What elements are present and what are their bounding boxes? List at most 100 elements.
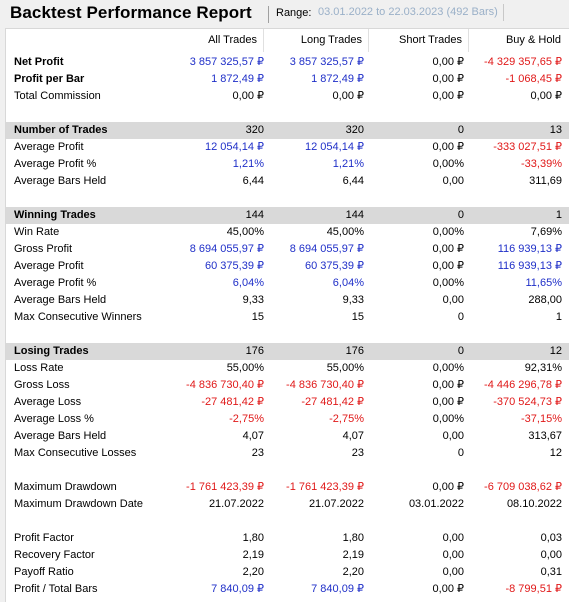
table-row: Average Profit % 6,04% 6,04% 0,00% 11,65% bbox=[6, 275, 569, 292]
column-header-long-trades[interactable]: Long Trades bbox=[264, 29, 369, 52]
cell-value: 15 bbox=[351, 311, 364, 323]
table-row: Average Bars Held 9,33 9,33 0,00 288,00 bbox=[6, 292, 569, 309]
cell-value: 03.01.2022 bbox=[408, 498, 464, 510]
cell-value: 311,69 bbox=[529, 175, 562, 187]
row-label: Winning Trades bbox=[14, 209, 96, 221]
cell-value: 11,65% bbox=[525, 277, 563, 289]
cell-value: 313,67 bbox=[528, 430, 562, 442]
row-label: Profit / Total Bars bbox=[14, 583, 98, 595]
cell-value: 0,00 ₽ bbox=[432, 141, 464, 153]
cell-value: -33,39% bbox=[521, 158, 562, 170]
cell-value: 1,21% bbox=[232, 158, 264, 170]
cell-value: 0,00 ₽ bbox=[432, 73, 464, 85]
cell-value: 23 bbox=[351, 447, 364, 459]
cell-value: 21.07.2022 bbox=[208, 498, 264, 510]
table-row: Win Rate 45,00% 45,00% 0,00% 7,69% bbox=[6, 224, 569, 241]
table-row: Recovery Factor 2,19 2,19 0,00 0,00 bbox=[6, 547, 569, 564]
section-header-row: Number of Trades 320 320 0 13 bbox=[6, 122, 569, 139]
cell-value: 0,00% bbox=[432, 413, 464, 425]
range-field[interactable]: 03.01.2022 to 22.03.2023 (492 Bars) bbox=[313, 4, 504, 21]
row-label: Max Consecutive Losses bbox=[14, 447, 137, 459]
cell-value: -4 836 730,40 ₽ bbox=[186, 379, 264, 391]
table-row: Profit per Bar 1 872,49 ₽ 1 872,49 ₽ 0,00 ₽… bbox=[6, 71, 569, 88]
cell-value: 0,00 ₽ bbox=[432, 260, 464, 272]
cell-value: 55,00% bbox=[326, 362, 364, 374]
cell-value: 0,00% bbox=[432, 277, 464, 289]
cell-value: 55,00% bbox=[226, 362, 264, 374]
cell-value: 144 bbox=[245, 209, 264, 221]
cell-value: 7,69% bbox=[530, 226, 562, 238]
cell-value: 0 bbox=[457, 209, 464, 221]
row-label: Profit Factor bbox=[14, 532, 74, 544]
row-label: Payoff Ratio bbox=[14, 566, 74, 578]
column-header-all-trades[interactable]: All Trades bbox=[166, 29, 264, 52]
row-label: Average Profit % bbox=[14, 277, 97, 289]
table-row: Max Consecutive Winners 15 15 0 1 bbox=[6, 309, 569, 326]
row-label: Gross Profit bbox=[14, 243, 73, 255]
cell-value: 320 bbox=[345, 124, 364, 136]
cell-value: 116 939,13 ₽ bbox=[497, 260, 562, 272]
cell-value: 2,20 bbox=[242, 566, 264, 578]
cell-value: 0,00 ₽ bbox=[332, 90, 364, 102]
cell-value: 12 bbox=[549, 447, 562, 459]
cell-value: -4 446 296,78 ₽ bbox=[484, 379, 562, 391]
row-label: Profit per Bar bbox=[14, 73, 85, 85]
cell-value: 0,00 bbox=[540, 549, 562, 561]
cell-value: 15 bbox=[251, 311, 264, 323]
cell-value: -27 481,42 ₽ bbox=[301, 396, 364, 408]
row-label: Average Bars Held bbox=[14, 294, 107, 306]
cell-value: 0,00 ₽ bbox=[432, 243, 464, 255]
table-row: Profit Factor 1,80 1,80 0,00 0,03 bbox=[6, 530, 569, 547]
cell-value: 7 840,09 ₽ bbox=[311, 583, 364, 595]
cell-value: 0 bbox=[457, 311, 464, 323]
cell-value: -370 524,73 ₽ bbox=[493, 396, 562, 408]
cell-value: 08.10.2022 bbox=[506, 498, 562, 510]
cell-value: -6 709 038,62 ₽ bbox=[484, 481, 562, 493]
column-header-short-trades[interactable]: Short Trades bbox=[369, 29, 469, 52]
cell-value: 6,04% bbox=[232, 277, 264, 289]
cell-value: 1 872,49 ₽ bbox=[211, 73, 264, 85]
cell-value: 0,03 bbox=[540, 532, 562, 544]
cell-value: -2,75% bbox=[229, 413, 264, 425]
cell-value: -8 799,51 ₽ bbox=[505, 583, 562, 595]
cell-value: 0,00% bbox=[432, 158, 464, 170]
section-header-row: Losing Trades 176 176 0 12 bbox=[6, 343, 569, 360]
row-label: Average Loss bbox=[14, 396, 82, 408]
table-row: Gross Profit 8 694 055,97 ₽ 8 694 055,97 ₽… bbox=[6, 241, 569, 258]
cell-value: 0 bbox=[457, 447, 464, 459]
table-row: Payoff Ratio 2,20 2,20 0,00 0,31 bbox=[6, 564, 569, 581]
cell-value: -1 761 423,39 ₽ bbox=[186, 481, 264, 493]
cell-value: 9,33 bbox=[242, 294, 264, 306]
cell-value: 1 bbox=[555, 209, 562, 221]
cell-value: -4 836 730,40 ₽ bbox=[286, 379, 364, 391]
cell-value: 4,07 bbox=[342, 430, 364, 442]
cell-value: 4,07 bbox=[242, 430, 264, 442]
cell-value: 1,21% bbox=[332, 158, 364, 170]
cell-value: 0,31 bbox=[540, 566, 562, 578]
cell-value: 0,00 ₽ bbox=[432, 396, 464, 408]
table-row: Average Loss -27 481,42 ₽ -27 481,42 ₽ 0,00… bbox=[6, 394, 569, 411]
row-label: Average Profit % bbox=[14, 158, 97, 170]
table-row: Profit / Total Bars 7 840,09 ₽ 7 840,09 ₽ 0… bbox=[6, 581, 569, 598]
cell-value: 13 bbox=[549, 124, 562, 136]
cell-value: 23 bbox=[251, 447, 264, 459]
cell-value: 176 bbox=[245, 345, 264, 357]
cell-value: 0,00 ₽ bbox=[432, 90, 464, 102]
row-label: Losing Trades bbox=[14, 345, 89, 357]
cell-value: 21.07.2022 bbox=[308, 498, 364, 510]
table-row: Net Profit 3 857 325,57 ₽ 3 857 325,57 ₽ 0,… bbox=[6, 54, 569, 71]
cell-value: 0,00% bbox=[432, 362, 464, 374]
range-label: Range: bbox=[276, 7, 312, 19]
table-row: Average Loss % -2,75% -2,75% 0,00% -37,15% bbox=[6, 411, 569, 428]
row-label: Maximum Drawdown bbox=[14, 481, 117, 493]
row-label: Loss Rate bbox=[14, 362, 64, 374]
cell-value: 12 bbox=[549, 345, 562, 357]
cell-value: 3 857 325,57 ₽ bbox=[189, 56, 264, 68]
cell-value: 0 bbox=[457, 345, 464, 357]
cell-value: -333 027,51 ₽ bbox=[493, 141, 562, 153]
row-label: Average Profit bbox=[14, 141, 84, 153]
cell-value: -27 481,42 ₽ bbox=[201, 396, 264, 408]
column-header-buy-hold[interactable]: Buy & Hold bbox=[505, 34, 561, 46]
cell-value: 0,00 ₽ bbox=[432, 583, 464, 595]
cell-value: -2,75% bbox=[329, 413, 364, 425]
